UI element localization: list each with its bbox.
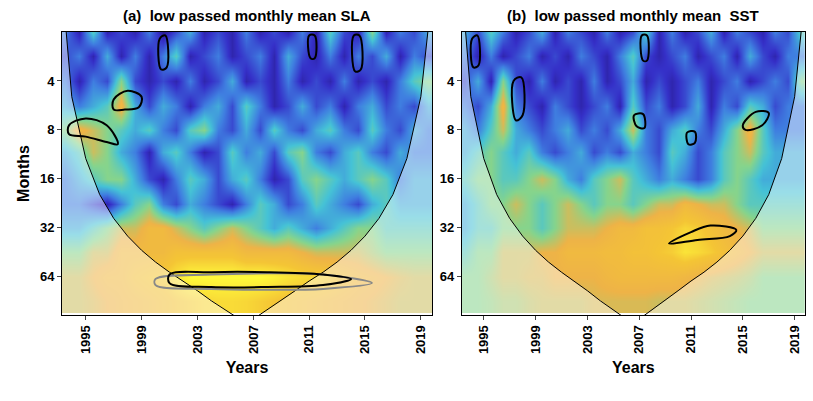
svg-text:1995: 1995 <box>476 325 491 354</box>
svg-text:2015: 2015 <box>357 325 372 354</box>
svg-text:2019: 2019 <box>413 325 428 354</box>
svg-text:32: 32 <box>440 220 454 235</box>
svg-text:2007: 2007 <box>631 325 646 354</box>
svg-text:Years: Years <box>612 359 655 376</box>
svg-text:1999: 1999 <box>134 325 149 354</box>
svg-text:1999: 1999 <box>528 325 543 354</box>
svg-text:Months: Months <box>15 145 32 202</box>
svg-text:2019: 2019 <box>787 325 802 354</box>
svg-text:32: 32 <box>40 220 54 235</box>
svg-text:(b) low passed monthly mean: (b) low passed monthly mean SST <box>507 7 759 24</box>
svg-text:2003: 2003 <box>580 325 595 354</box>
svg-text:4: 4 <box>447 74 455 89</box>
svg-text:4: 4 <box>47 74 55 89</box>
svg-text:2011: 2011 <box>301 325 316 353</box>
svg-text:(a) low passed monthly mean S: (a) low passed monthly mean SLA <box>123 7 371 24</box>
svg-text:2011: 2011 <box>683 325 698 353</box>
svg-text:16: 16 <box>440 171 454 186</box>
svg-text:8: 8 <box>447 122 454 137</box>
svg-text:1995: 1995 <box>78 325 93 354</box>
svg-text:2015: 2015 <box>735 325 750 354</box>
svg-text:64: 64 <box>40 269 55 284</box>
svg-text:2003: 2003 <box>190 325 205 354</box>
svg-text:64: 64 <box>440 269 455 284</box>
svg-text:Years: Years <box>226 359 269 376</box>
svg-text:2007: 2007 <box>246 325 261 354</box>
svg-text:8: 8 <box>47 122 54 137</box>
svg-text:16: 16 <box>40 171 54 186</box>
